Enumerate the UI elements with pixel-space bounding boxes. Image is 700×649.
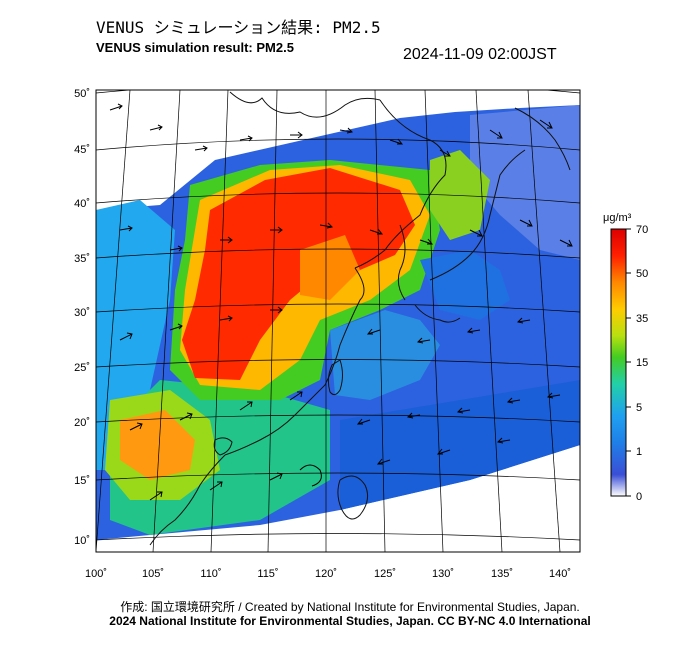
map-frame xyxy=(95,89,581,553)
wind-vectors xyxy=(109,103,573,501)
colorbar-tick-label: 15 xyxy=(636,357,648,369)
title-english: VENUS simulation result: PM2.5 xyxy=(96,40,294,55)
lon-label: 105˚ xyxy=(142,568,164,580)
lon-label: 100˚ xyxy=(85,568,107,580)
lon-label: 110˚ xyxy=(200,568,221,580)
lat-label: 25˚ xyxy=(74,362,90,374)
lat-label: 40˚ xyxy=(74,198,90,210)
colorbar-tick-label: 70 xyxy=(636,224,648,236)
lat-label: 30˚ xyxy=(74,307,90,319)
timestamp: 2024-11-09 02:00JST xyxy=(403,46,557,63)
colorbar-tick-label: 0 xyxy=(636,491,642,503)
longitude-labels: 100˚ 105˚ 110˚ 115˚ 120˚ 125˚ 130˚ 135˚ … xyxy=(85,568,571,580)
lat-label: 35˚ xyxy=(74,253,90,265)
lat-label: 20˚ xyxy=(74,417,90,429)
colorbar-tick-labels: 70 50 35 15 5 1 0 xyxy=(636,224,648,503)
graticule xyxy=(96,90,580,552)
latitude-labels: 50˚ 45˚ 40˚ 35˚ 30˚ 25˚ 20˚ 15˚ 10˚ xyxy=(74,88,90,547)
colorbar-tick-label: 50 xyxy=(636,268,648,280)
colorbar-tick-label: 5 xyxy=(636,402,642,414)
colorbar-gradient xyxy=(610,228,627,497)
lat-label: 10˚ xyxy=(74,535,90,547)
lon-label: 120˚ xyxy=(315,568,337,580)
lat-label: 45˚ xyxy=(74,144,90,156)
map-content xyxy=(96,90,580,552)
coastlines xyxy=(149,91,571,546)
title-japanese: VENUS シミュレーション結果: PM2.5 xyxy=(96,18,381,37)
footer-credit: 作成: 国立環境研究所 / Created by National Instit… xyxy=(120,600,580,614)
colorbar-tick-label: 1 xyxy=(636,446,642,458)
lat-label: 50˚ xyxy=(74,88,90,100)
lon-label: 135˚ xyxy=(491,568,513,580)
lon-label: 140˚ xyxy=(549,568,571,580)
colorbar: μg/m³ 70 50 35 15 5 1 0 xyxy=(603,212,648,503)
colorbar-tick-label: 35 xyxy=(636,313,648,325)
lon-label: 115˚ xyxy=(257,568,278,580)
lon-label: 130˚ xyxy=(432,568,454,580)
lon-label: 125˚ xyxy=(374,568,396,580)
colorbar-ticks xyxy=(626,228,631,497)
lat-label: 15˚ xyxy=(74,475,90,487)
concentration-field xyxy=(96,105,580,540)
footer-copyright: 2024 National Institute for Environmenta… xyxy=(109,614,591,628)
colorbar-unit: μg/m³ xyxy=(603,212,632,224)
